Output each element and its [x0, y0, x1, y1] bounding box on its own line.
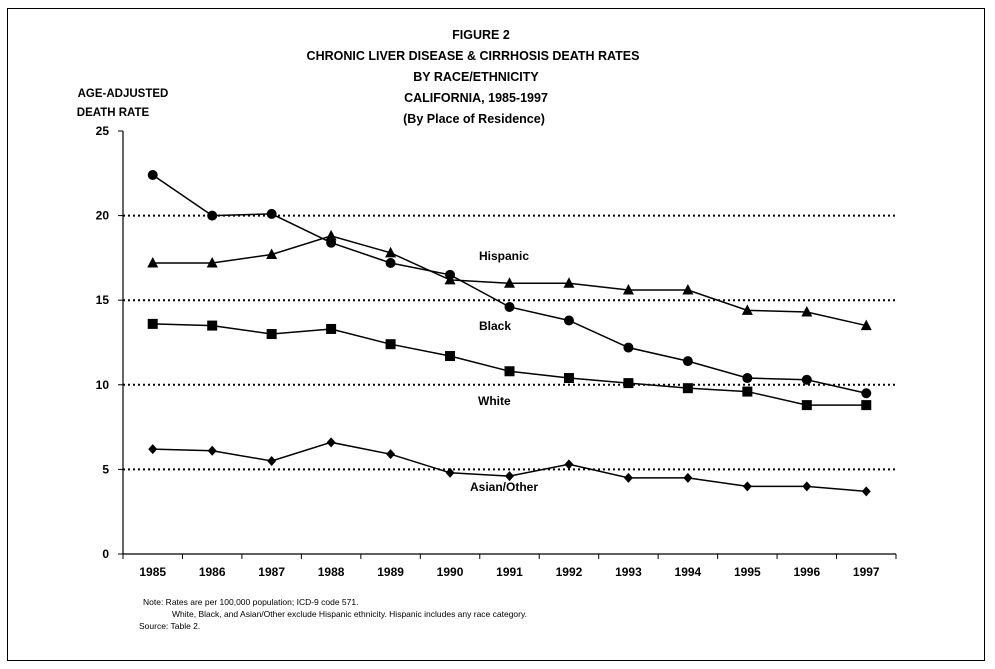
- source-line: Source: Table 2.: [139, 621, 200, 631]
- data-point-hispanic-1991: [504, 277, 515, 288]
- data-point-hispanic-1996: [801, 306, 813, 317]
- x-tick-label-1992: 1992: [556, 565, 583, 579]
- data-point-black-1987: [266, 208, 277, 219]
- data-point-hispanic-1986: [206, 256, 218, 268]
- x-tick-label-1988: 1988: [318, 565, 345, 579]
- chart-frame: FIGURE 2 CHRONIC LIVER DISEASE & CIRRHOS…: [7, 8, 985, 661]
- y-tick-labels: 0 5 10 15 20 25: [96, 124, 110, 561]
- data-point-black-1992: [563, 315, 574, 326]
- data-point-black-1997: [861, 388, 872, 399]
- x-tick-label-1994: 1994: [675, 565, 702, 579]
- data-point-hispanic-1990: [444, 273, 456, 285]
- data-point-white-1987: [266, 329, 277, 340]
- data-point-asian-other-1996: [802, 481, 812, 492]
- x-tick-label-1986: 1986: [199, 565, 226, 579]
- y-axis-label-line-1: AGE-ADJUSTED: [78, 88, 169, 100]
- data-point-hispanic-1992: [563, 277, 575, 288]
- data-point-black-1994: [682, 356, 693, 367]
- x-tick-label-1987: 1987: [258, 565, 285, 579]
- series-hispanic: [147, 229, 872, 331]
- data-point-asian-other-1987: [267, 455, 277, 466]
- title-line-1: FIGURE 2: [452, 28, 510, 42]
- data-point-black-1991: [504, 301, 515, 312]
- data-point-asian-other-1991: [505, 471, 514, 482]
- x-tick-label-1997: 1997: [853, 565, 880, 579]
- y-tick-label-0: 0: [102, 547, 109, 561]
- data-point-white-1988: [326, 323, 337, 334]
- x-tick-label-1989: 1989: [377, 565, 404, 579]
- data-point-asian-other-1992: [564, 459, 574, 470]
- note-line-2: White, Black, and Asian/Other exclude Hi…: [172, 609, 527, 619]
- data-point-hispanic-1985: [147, 256, 159, 268]
- x-tick-label-1995: 1995: [734, 565, 761, 579]
- data-point-black-1996: [801, 374, 812, 385]
- x-tick-label-1996: 1996: [793, 565, 820, 579]
- data-point-asian-other-1995: [742, 481, 752, 492]
- y-tick-label-15: 15: [96, 293, 110, 307]
- series-line-white: [152, 323, 867, 406]
- data-point-white-1993: [623, 378, 634, 389]
- x-tick-label-1991: 1991: [496, 565, 523, 579]
- data-point-white-1992: [563, 373, 574, 384]
- data-point-black-1993: [623, 342, 634, 353]
- data-point-asian-other-1990: [445, 467, 455, 478]
- x-tick-labels: 1985 1986 1987 1988 1989 1990 1991 1992 1993 1994…: [139, 565, 880, 579]
- x-tick-label-1985: 1985: [139, 565, 166, 579]
- footnotes: Note: Rates are per 100,000 population; …: [139, 597, 527, 631]
- chart-title: FIGURE 2 CHRONIC LIVER DISEASE & CIRRHOS…: [307, 28, 640, 126]
- series-black: [147, 169, 872, 399]
- data-point-hispanic-1989: [385, 246, 397, 258]
- data-point-black-1989: [385, 257, 396, 268]
- y-tick-label-20: 20: [96, 209, 110, 223]
- axes: [118, 130, 897, 559]
- data-point-asian-other-1993: [623, 472, 633, 483]
- series-labels: Hispanic Black White Asian/Other: [470, 249, 538, 494]
- x-tick-label-1990: 1990: [437, 565, 464, 579]
- data-point-black-1985: [147, 169, 158, 180]
- data-point-white-1989: [385, 339, 396, 350]
- data-point-white-1995: [742, 386, 753, 397]
- y-axis-label-line-2: DEATH RATE: [77, 107, 150, 119]
- data-point-white-1994: [682, 383, 693, 394]
- data-point-hispanic-1997: [860, 319, 872, 331]
- series-asian-other: [148, 437, 871, 497]
- data-point-black-1986: [207, 210, 218, 221]
- data-point-asian-other-1986: [207, 445, 217, 456]
- title-line-5: (By Place of Residence): [403, 112, 545, 126]
- gridlines: [123, 214, 896, 471]
- x-tick-label-1993: 1993: [615, 565, 642, 579]
- data-point-white-1996: [801, 400, 812, 411]
- data-point-hispanic-1995: [741, 304, 753, 315]
- series-label-white: White: [478, 394, 511, 408]
- y-tick-label-25: 25: [96, 124, 110, 138]
- title-line-3: BY RACE/ETHNICITY: [413, 70, 539, 84]
- line-chart: FIGURE 2 CHRONIC LIVER DISEASE & CIRRHOS…: [77, 28, 897, 631]
- title-line-2: CHRONIC LIVER DISEASE & CIRRHOSIS DEATH …: [307, 49, 640, 63]
- y-axis-label: AGE-ADJUSTED DEATH RATE: [77, 88, 169, 119]
- data-point-hispanic-1993: [622, 284, 634, 295]
- data-point-black-1995: [742, 373, 753, 384]
- series-label-hispanic: Hispanic: [479, 249, 529, 263]
- title-line-4: CALIFORNIA, 1985-1997: [404, 91, 548, 105]
- data-point-asian-other-1985: [148, 444, 158, 455]
- data-point-asian-other-1988: [326, 437, 336, 448]
- data-point-white-1985: [147, 318, 158, 329]
- data-point-asian-other-1989: [386, 449, 396, 460]
- data-point-hispanic-1994: [682, 284, 694, 295]
- data-point-white-1986: [207, 320, 218, 331]
- series-label-black: Black: [479, 319, 511, 333]
- series-white: [147, 318, 872, 411]
- data-point-white-1997: [861, 400, 872, 411]
- data-point-white-1991: [504, 366, 515, 377]
- data-point-hispanic-1988: [325, 229, 337, 241]
- data-point-hispanic-1987: [266, 248, 278, 260]
- series-label-asian-other: Asian/Other: [470, 480, 538, 494]
- data-point-white-1990: [445, 351, 456, 362]
- y-tick-label-10: 10: [96, 378, 110, 392]
- y-tick-label-5: 5: [102, 462, 109, 476]
- data-point-asian-other-1997: [861, 486, 871, 497]
- series-group: [147, 169, 872, 497]
- note-line-1: Note: Rates are per 100,000 population; …: [143, 597, 358, 607]
- data-point-asian-other-1994: [683, 472, 693, 483]
